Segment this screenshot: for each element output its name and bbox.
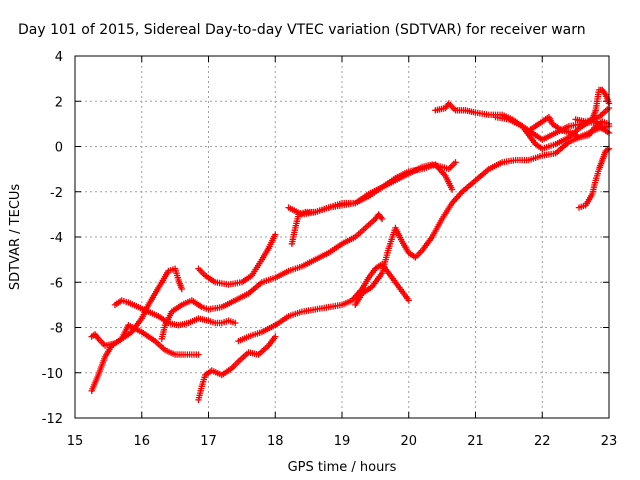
x-tick-label: 21 [467, 434, 484, 449]
data-point [378, 215, 386, 223]
series-arc13 [525, 113, 613, 141]
x-tick-label: 19 [334, 434, 351, 449]
x-tick-label: 23 [601, 434, 618, 449]
series-arc15 [575, 145, 613, 211]
x-tick-label: 17 [200, 434, 217, 449]
x-tick-label: 22 [534, 434, 551, 449]
x-tick-label: 20 [400, 434, 417, 449]
y-tick-label: -8 [50, 322, 63, 337]
x-axis-label: GPS time / hours [288, 460, 397, 475]
data-point [232, 319, 239, 327]
data-point [272, 333, 279, 340]
chart-title: Day 101 of 2015, Sidereal Day-to-day VTE… [18, 22, 586, 38]
y-tick-label: -4 [50, 231, 63, 246]
y-tick-label: 4 [55, 50, 63, 65]
y-tick-labels: -12 -10 -8 -6 -4 -2 0 2 4 [42, 50, 63, 427]
data-point [452, 159, 459, 166]
series-arc7 [235, 260, 412, 345]
data-point [448, 186, 456, 193]
x-tick-label: 18 [267, 434, 284, 449]
grid-lines [75, 56, 609, 418]
plot-frame [74, 55, 610, 419]
series-arc4 [158, 211, 386, 342]
y-tick-label: -10 [42, 367, 63, 382]
series-arc11 [432, 100, 613, 143]
x-tick-labels: 15 16 17 18 19 20 21 22 23 [67, 434, 618, 449]
data-point [272, 231, 279, 238]
data-point [405, 297, 412, 304]
y-axis-label: SDTVAR / TECUs [8, 184, 23, 291]
data-point [178, 285, 185, 293]
series-arc6 [195, 231, 279, 288]
x-tick-label: 15 [67, 434, 84, 449]
series-arc2 [88, 322, 202, 358]
y-tick-label: 0 [55, 141, 63, 156]
series-arc5 [195, 333, 279, 404]
series-arc14 [572, 86, 613, 125]
y-tick-label: -2 [50, 186, 63, 201]
x-tick-label: 16 [133, 434, 150, 449]
y-tick-label: -6 [50, 276, 63, 291]
series-arc9 [285, 161, 456, 218]
data-point [195, 351, 202, 358]
plot-area [88, 86, 613, 404]
y-tick-label: -12 [42, 412, 63, 427]
y-tick-label: 2 [55, 95, 63, 110]
